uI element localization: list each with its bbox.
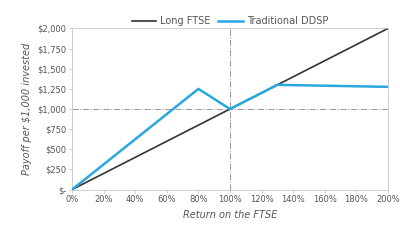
Traditional DDSP — [196, 87, 201, 90]
Legend: Long FTSE, Traditional DDSP: Long FTSE, Traditional DDSP — [128, 12, 332, 30]
Traditional DDSP — [386, 86, 390, 88]
Traditional DDSP — [275, 83, 280, 86]
X-axis label: Return on the FTSE: Return on the FTSE — [183, 210, 277, 220]
Line: Traditional DDSP: Traditional DDSP — [72, 85, 388, 190]
Traditional DDSP — [70, 188, 74, 191]
Traditional DDSP — [228, 108, 232, 110]
Y-axis label: Payoff per $1,000 invested: Payoff per $1,000 invested — [22, 43, 32, 175]
